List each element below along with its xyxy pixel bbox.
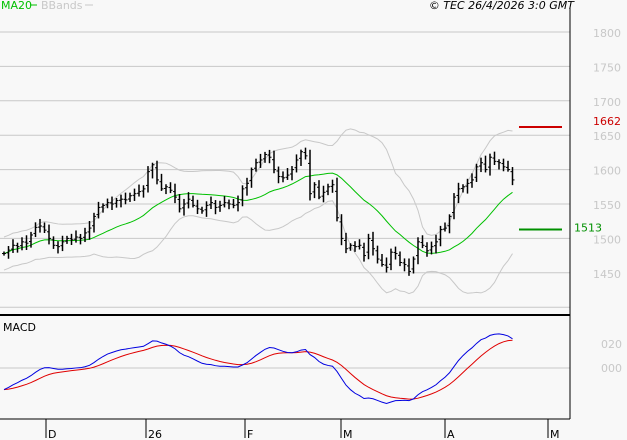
x-tick-label: M [550, 428, 560, 440]
macd-line [3, 333, 513, 405]
y-tick-label: 1650 [593, 130, 621, 143]
y-tick-label: 1600 [593, 165, 621, 178]
x-tick-label: 26 [148, 428, 162, 440]
macd-panel: 020 000 [0, 333, 622, 405]
macd-signal-line [3, 339, 513, 400]
macd-tick-label: 000 [601, 362, 622, 375]
copyright-timestamp: © TEC 26/4/2026 3:0 GMT [429, 0, 575, 12]
y-tick-label: 1450 [593, 268, 621, 281]
price-marker-label: 1513 [574, 221, 602, 234]
y-tick-label: 1500 [593, 233, 621, 246]
bollinger-bands [3, 128, 513, 295]
price-marker-label: 1662 [593, 115, 621, 128]
y-tick-label: 1550 [593, 199, 621, 212]
bband-lower [3, 200, 513, 295]
y-tick-label: 1700 [593, 96, 621, 109]
bband-upper [3, 128, 513, 238]
price-gridlines [0, 31, 570, 308]
ohlc-bars [2, 147, 515, 276]
macd-title: MACD [3, 321, 36, 334]
y-tick-label: 1750 [593, 61, 621, 74]
x-tick-label: M [343, 428, 353, 440]
macd-tick-label: 020 [601, 338, 622, 351]
legend-bbands: BBands [41, 0, 83, 12]
legend-ma20: MA20 [1, 0, 32, 12]
x-tick-label: F [247, 428, 253, 440]
x-tick-label: A [447, 428, 455, 440]
price-axis: 1800 1750 1700 1650 1600 1550 1500 1450 [593, 27, 621, 281]
price-markers: 1662 1513 [519, 115, 621, 234]
x-tick-label: D [48, 428, 56, 440]
time-axis: D 26 F M A M [45, 419, 560, 440]
y-tick-label: 1800 [593, 27, 621, 40]
